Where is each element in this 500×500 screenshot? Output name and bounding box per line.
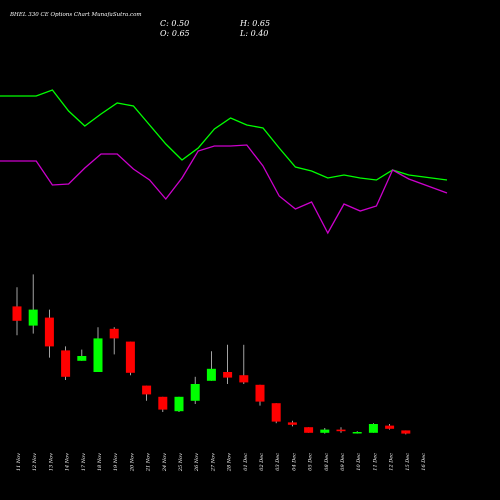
date-tick-label: 11 Dec bbox=[372, 453, 378, 471]
candle-body-up bbox=[206, 368, 216, 381]
candle bbox=[223, 344, 233, 384]
date-tick-label: 02 Dec bbox=[259, 453, 265, 471]
candle bbox=[109, 327, 119, 355]
date-tick-label: 18 Nov bbox=[97, 453, 103, 471]
candle bbox=[271, 403, 281, 424]
x-axis-dates: 11 Nov 12 Nov 13 Nov 14 Nov 17 Nov 18 Nov 19 N… bbox=[16, 453, 427, 472]
date-tick-label: 10 Dec bbox=[356, 453, 362, 471]
candle-body-up bbox=[93, 338, 103, 372]
candle-body-up bbox=[368, 424, 378, 433]
overlay-line-1 bbox=[0, 89, 448, 181]
candle bbox=[174, 396, 184, 412]
candles bbox=[12, 274, 411, 435]
candle-body-down bbox=[142, 385, 152, 395]
candle bbox=[158, 396, 168, 412]
candle bbox=[287, 420, 297, 427]
date-tick-label: 27 Nov bbox=[210, 453, 216, 472]
candle-body-down bbox=[239, 375, 249, 383]
candle bbox=[28, 274, 38, 334]
candle-body-down bbox=[109, 328, 119, 339]
date-tick-label: 20 Nov bbox=[129, 453, 135, 472]
date-tick-label: 12 Nov bbox=[32, 453, 38, 471]
candle bbox=[336, 427, 346, 433]
ohlc-readout: C: 0.50 H: 0.65 O: 0.65 L: 0.40 bbox=[160, 19, 270, 38]
candle-body-down bbox=[385, 425, 395, 429]
date-tick-label: 13 Nov bbox=[48, 453, 54, 471]
candle-body-down bbox=[255, 384, 265, 402]
date-tick-label: 15 Dec bbox=[405, 453, 411, 471]
candle-body-down bbox=[158, 396, 168, 410]
date-tick-label: 09 Dec bbox=[340, 453, 346, 471]
candle bbox=[93, 327, 103, 372]
candle bbox=[125, 341, 135, 376]
date-tick-label: 17 Nov bbox=[81, 453, 87, 471]
candle bbox=[255, 384, 265, 406]
candle-body-up bbox=[320, 429, 330, 433]
candle bbox=[77, 349, 87, 361]
open-readout: O: 0.65 bbox=[160, 29, 190, 38]
date-tick-label: 03 Dec bbox=[275, 453, 281, 471]
candle-body-down bbox=[401, 430, 411, 434]
candle bbox=[320, 428, 330, 434]
chart-title: BHEL 330 CE Options Chart MunafaSutra.co… bbox=[9, 12, 142, 18]
date-tick-label: 24 Nov bbox=[162, 453, 168, 472]
date-tick-label: 16 Dec bbox=[421, 453, 427, 471]
candle-body-up bbox=[190, 384, 200, 401]
date-tick-label: 11 Nov bbox=[16, 453, 22, 471]
candle bbox=[401, 430, 411, 435]
candle bbox=[368, 423, 378, 433]
date-tick-label: 21 Nov bbox=[146, 453, 152, 472]
candle-body-down bbox=[304, 427, 314, 433]
low-readout: L: 0.40 bbox=[239, 29, 268, 38]
candle bbox=[12, 287, 22, 336]
date-tick-label: 01 Dec bbox=[243, 453, 249, 471]
candle bbox=[61, 346, 71, 380]
candle bbox=[239, 344, 249, 384]
date-tick-label: 14 Nov bbox=[65, 453, 71, 471]
candle-body-up bbox=[77, 356, 87, 361]
candle-body-down bbox=[336, 429, 346, 432]
date-tick-label: 08 Dec bbox=[324, 453, 330, 471]
candle bbox=[142, 385, 152, 401]
date-tick-label: 12 Dec bbox=[389, 453, 395, 471]
candle bbox=[385, 424, 395, 430]
candle bbox=[44, 309, 54, 358]
candle-body-up bbox=[174, 396, 184, 412]
date-tick-label: 04 Dec bbox=[291, 453, 297, 471]
candle bbox=[304, 427, 314, 433]
candle-body-down bbox=[287, 422, 297, 425]
overlay-lines bbox=[0, 89, 448, 235]
high-readout: H: 0.65 bbox=[239, 19, 270, 28]
candle-body-down bbox=[61, 350, 71, 377]
date-tick-label: 05 Dec bbox=[308, 453, 314, 471]
candle-body-down bbox=[223, 372, 233, 378]
candle-body-down bbox=[125, 341, 135, 373]
date-tick-label: 26 Nov bbox=[194, 453, 200, 472]
candle-body-down bbox=[44, 317, 54, 347]
candle bbox=[190, 376, 200, 404]
candle-body-down bbox=[271, 403, 281, 422]
candle-body-up bbox=[352, 432, 362, 434]
overlay-line-2 bbox=[0, 144, 448, 235]
date-tick-label: 19 Nov bbox=[113, 453, 119, 471]
candle-body-up bbox=[28, 309, 38, 326]
candle bbox=[206, 351, 216, 381]
date-tick-label: 28 Nov bbox=[227, 453, 233, 472]
candle bbox=[352, 431, 362, 434]
candle-body-down bbox=[12, 306, 22, 321]
date-tick-label: 25 Nov bbox=[178, 453, 184, 472]
close-readout: C: 0.50 bbox=[160, 19, 189, 28]
